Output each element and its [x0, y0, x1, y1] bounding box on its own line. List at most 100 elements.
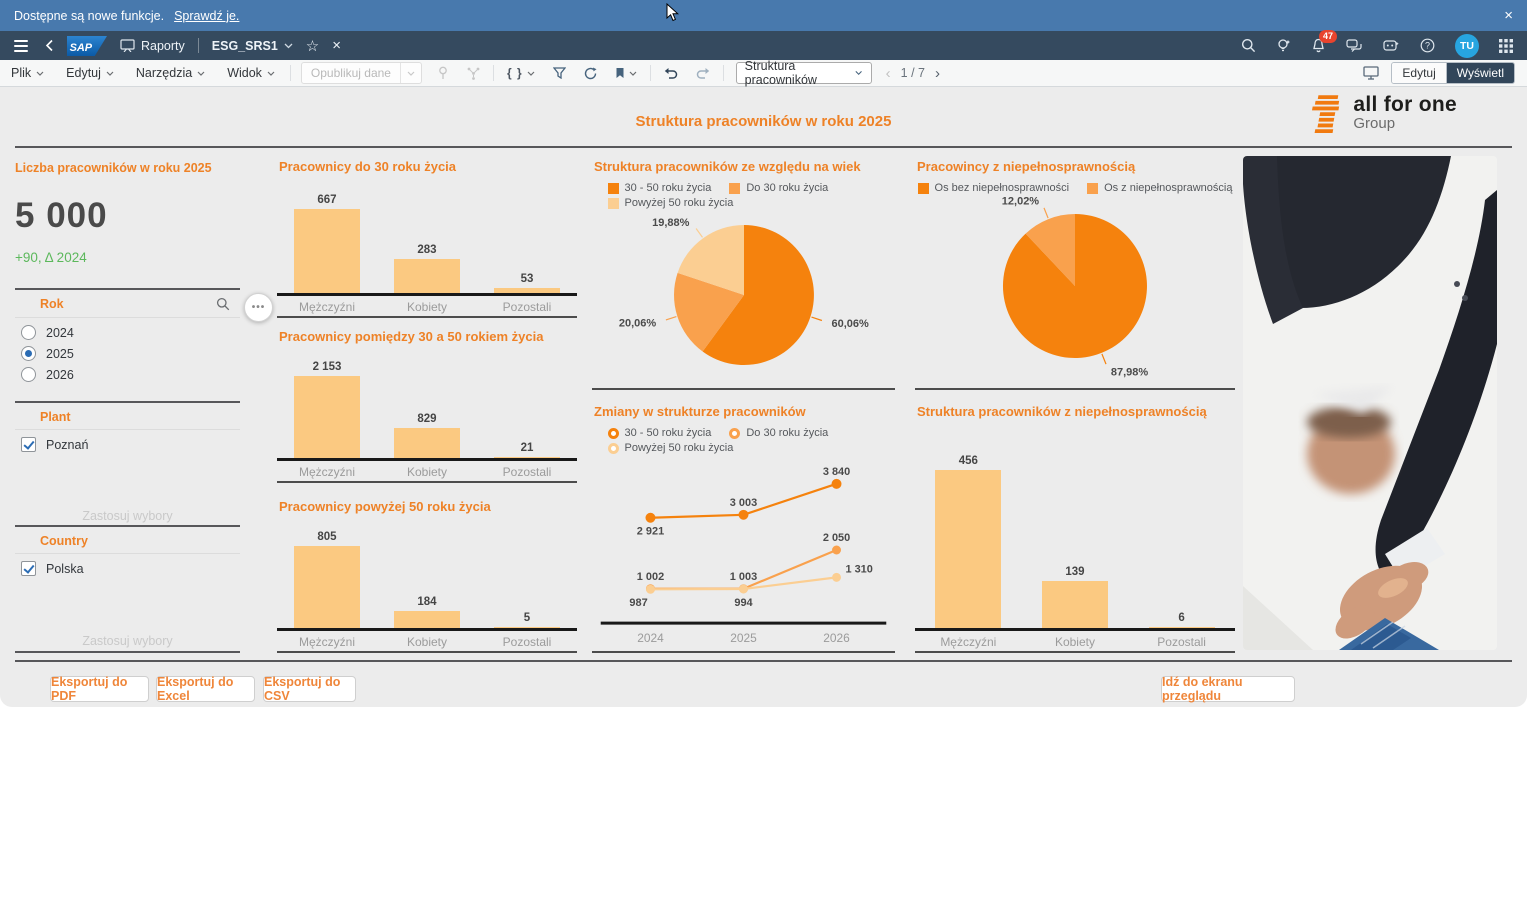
svg-text:SAP: SAP	[70, 41, 93, 53]
legend-label: Powyżej 50 roku życia	[624, 197, 734, 209]
bar-Pozostali[interactable]	[493, 627, 560, 628]
checkbox-icon[interactable]	[21, 561, 36, 576]
more-actions-button[interactable]: •••	[244, 293, 273, 322]
pie-slice-Do 30 roku życia[interactable]	[673, 272, 744, 352]
notifications-bell-icon[interactable]: 47	[1311, 29, 1337, 54]
back-icon[interactable]	[45, 39, 54, 52]
refresh-icon[interactable]	[575, 60, 606, 86]
radio-icon[interactable]	[21, 367, 36, 382]
menu-icon[interactable]	[10, 36, 32, 56]
legend-item-30 - 50 roku życia[interactable]: 30 - 50 roku życia	[607, 182, 711, 194]
close-icon[interactable]: ×	[1504, 7, 1513, 24]
shell-nav-raporty[interactable]: Raporty	[120, 39, 185, 53]
menu-plik[interactable]: Plik	[0, 60, 55, 86]
data-point-label: 987	[629, 597, 647, 609]
legend-item-30 - 50 roku życia[interactable]: 30 - 50 roku życia	[607, 427, 712, 439]
line-point-30 - 50 roku życia[interactable]	[738, 509, 749, 520]
help-icon[interactable]: ?	[1420, 38, 1435, 53]
radio-option-2024[interactable]: 2024	[21, 322, 240, 343]
search-icon[interactable]	[216, 297, 230, 311]
bar-Pozostali[interactable]	[1148, 627, 1215, 628]
prev-page-icon[interactable]: ‹	[885, 64, 891, 82]
menu-narzedzia[interactable]: Narzędzia	[125, 60, 216, 86]
bar-plot: 667 283 53	[277, 194, 577, 296]
bar-Kobiety[interactable]	[393, 611, 460, 628]
insights-bulb-icon[interactable]	[1276, 38, 1291, 53]
divider	[15, 553, 240, 554]
chat-icon[interactable]	[1346, 38, 1363, 53]
line-point-Do 30 roku życia[interactable]	[832, 545, 842, 555]
pie-slice-30 - 50 roku życia[interactable]	[702, 225, 814, 365]
bar-Mężczyźni[interactable]	[293, 376, 360, 458]
line-chart-zmiany: 2024 2025 2026 1 002 1 003 2 050 987 994 1 310 2 …	[600, 466, 887, 645]
legend-item-Powyżej 50 roku życia[interactable]: Powyżej 50 roku życia	[607, 442, 733, 454]
next-page-icon[interactable]: ›	[935, 64, 940, 82]
radio-option-2025[interactable]: 2025	[21, 343, 240, 364]
radio-option-2026[interactable]: 2026	[21, 364, 240, 385]
apply-country-button[interactable]: Zastosuj wybory	[82, 634, 173, 648]
page-selector-dropdown[interactable]: Struktura pracowników	[735, 59, 872, 87]
line-point-30 - 50 roku życia[interactable]	[645, 512, 656, 523]
edit-mode-button[interactable]: Edytuj	[1392, 63, 1447, 83]
legend-item-Os z niepełnosprawnością[interactable]: Os z niepełnosprawnością	[1087, 182, 1232, 194]
export-pdf-button[interactable]: Eksportuj do PDF	[50, 675, 149, 703]
legend-item-Os bez niepełnosprawności[interactable]: Os bez niepełnosprawności	[917, 182, 1069, 194]
bar-Kobiety[interactable]	[393, 428, 460, 458]
sap-logo[interactable]: SAP	[67, 35, 107, 56]
view-mode-button[interactable]: Wyświetl	[1446, 63, 1514, 83]
pie-slice-label: 87,98%	[1111, 367, 1149, 379]
bar-value-label: 805	[317, 531, 337, 543]
menu-edytuj[interactable]: Edytuj	[55, 60, 125, 86]
line-point-30 - 50 roku życia[interactable]	[831, 478, 842, 489]
bar-Kobiety[interactable]	[1041, 581, 1108, 628]
chevron-down-icon	[629, 71, 637, 76]
chart-title: Zmiany w strukturze pracowników	[594, 404, 806, 419]
line-point-Powyżej 50 roku życia[interactable]	[832, 572, 842, 582]
bar-value-label: 139	[1065, 566, 1085, 578]
legend-item-Do 30 roku życia[interactable]: Do 30 roku życia	[729, 182, 828, 194]
bar-Mężczyźni[interactable]	[293, 546, 360, 628]
export-csv-button[interactable]: Eksportuj do CSV	[263, 675, 356, 703]
publish-data-button[interactable]: Opublikuj dane	[300, 62, 422, 84]
apply-plant-button[interactable]: Zastosuj wybory	[82, 509, 173, 523]
checkbox-option-Poznań[interactable]: Poznań	[21, 434, 240, 455]
checkbox-icon[interactable]	[21, 437, 36, 452]
chevron-down-icon	[855, 71, 863, 75]
bar-Pozostali[interactable]	[493, 288, 560, 293]
legend-label: 30 - 50 roku życia	[624, 427, 712, 439]
filter-icon[interactable]	[544, 60, 575, 86]
menu-widok[interactable]: Widok	[216, 60, 286, 86]
pie-slice-Os bez niepełnosprawności[interactable]	[1002, 214, 1147, 358]
checkbox-option-Polska[interactable]: Polska	[21, 558, 240, 579]
bookmark-button[interactable]	[606, 60, 646, 86]
legend-item-Powyżej 50 roku życia[interactable]: Powyżej 50 roku życia	[607, 197, 734, 209]
chart-legend: 30 - 50 roku życia Do 30 roku życia Powyże…	[607, 427, 880, 454]
bar-categories: Mężczyźni Kobiety Pozostali	[277, 631, 577, 651]
favorite-star-icon[interactable]: ☆	[305, 37, 320, 55]
notification-link[interactable]: Sprawdź je.	[174, 8, 240, 23]
device-preview-icon[interactable]	[1363, 66, 1380, 80]
report-title-menu[interactable]: ESG_SRS1	[212, 39, 293, 53]
pie-slice-Os z niepełnosprawnością[interactable]	[1025, 214, 1075, 286]
bar-Kobiety[interactable]	[393, 259, 460, 293]
radio-icon[interactable]	[21, 325, 36, 340]
pie-slice-label: 19,88%	[652, 217, 690, 229]
export-excel-button[interactable]: Eksportuj do Excel	[156, 675, 255, 703]
user-avatar[interactable]: TU	[1455, 33, 1479, 58]
close-report-icon[interactable]: ×	[332, 37, 342, 54]
legend-item-Do 30 roku życia[interactable]: Do 30 roku życia	[729, 427, 828, 439]
search-icon[interactable]	[1241, 38, 1256, 53]
script-variables-button[interactable]: { }	[498, 60, 544, 86]
copilot-icon[interactable]	[1383, 39, 1400, 53]
bar-Mężczyźni[interactable]	[935, 470, 1002, 628]
bar-Mężczyźni[interactable]	[293, 209, 360, 293]
line-point-Powyżej 50 roku życia[interactable]	[739, 584, 748, 594]
option-label: 2026	[46, 367, 74, 382]
radio-icon[interactable]	[21, 346, 36, 361]
bar-Pozostali[interactable]	[493, 457, 560, 458]
line-point-Powyżej 50 roku życia[interactable]	[645, 584, 655, 594]
pie-slice-Powyżej 50 roku życia[interactable]	[677, 225, 744, 295]
undo-icon[interactable]	[655, 60, 687, 86]
app-launcher-grid-icon[interactable]	[1499, 38, 1513, 53]
go-to-overview-button[interactable]: Idź do ekranu przeglądu	[1161, 675, 1295, 703]
